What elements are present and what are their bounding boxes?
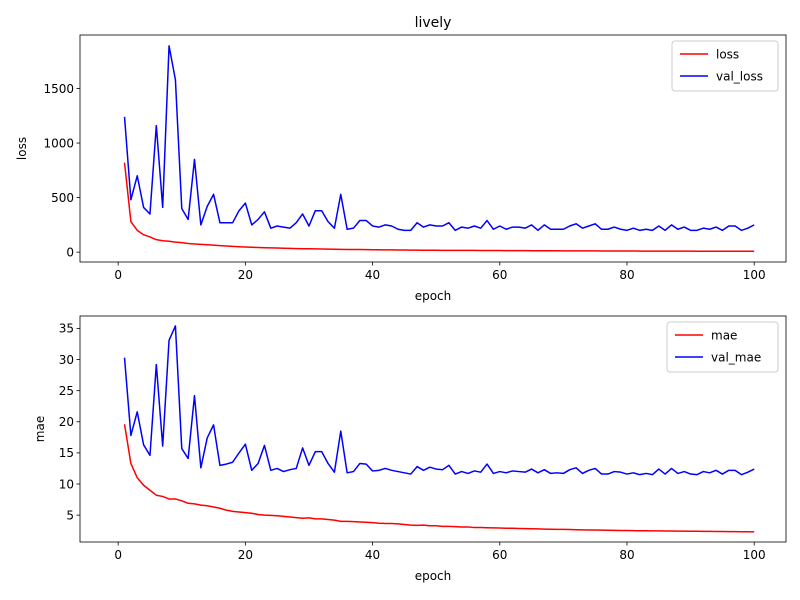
y-tick-label: 20 [59,415,74,429]
x-tick-label: 20 [238,268,253,282]
series-line-mae [123,424,755,533]
legend-label-loss: loss [716,47,739,61]
y-tick-label: 1500 [43,82,74,96]
y-tick-label: 1000 [43,136,74,150]
series-line-loss [123,162,755,252]
x-tick-label: 100 [743,548,766,562]
axes-frame [79,315,787,543]
y-axis-label: loss [15,137,29,160]
chart-title: lively [415,15,452,31]
legend-label-val_mae: val_mae [711,350,761,364]
x-tick-label: 80 [619,268,634,282]
x-axis-label: epoch [415,569,452,583]
series-line-val_mae [123,325,755,476]
legend-label-mae: mae [711,328,737,342]
y-tick-label: 5 [66,508,74,522]
x-tick-label: 40 [365,548,380,562]
series-line-val_loss [123,45,755,232]
y-tick-label: 15 [59,446,74,460]
x-tick-label: 80 [619,548,634,562]
y-tick-label: 35 [59,322,74,336]
axes-frame [79,34,787,263]
x-axis-label: epoch [415,289,452,303]
y-tick-label: 25 [59,384,74,398]
x-tick-label: 0 [114,548,122,562]
y-tick-label: 30 [59,353,74,367]
x-tick-label: 40 [365,268,380,282]
x-tick-label: 100 [743,268,766,282]
y-tick-label: 500 [51,191,74,205]
x-tick-label: 60 [492,268,507,282]
x-tick-label: 20 [238,548,253,562]
y-tick-label: 10 [59,477,74,491]
mae-subplot: 0 20 40 60 80 100 5 10 15 20 25 30 35 epoch mae mae val_… [33,315,787,583]
legend: mae val_mae [666,321,779,373]
loss-subplot: 0 20 40 60 80 100050010001500epochlosslivelyl… [15,15,787,303]
legend: loss val_loss [671,40,779,92]
legend-label-val_loss: val_loss [716,69,763,83]
x-tick-label: 0 [114,268,122,282]
x-tick-label: 60 [492,548,507,562]
y-tick-label: 0 [66,245,74,259]
y-axis-label: mae [33,416,47,442]
